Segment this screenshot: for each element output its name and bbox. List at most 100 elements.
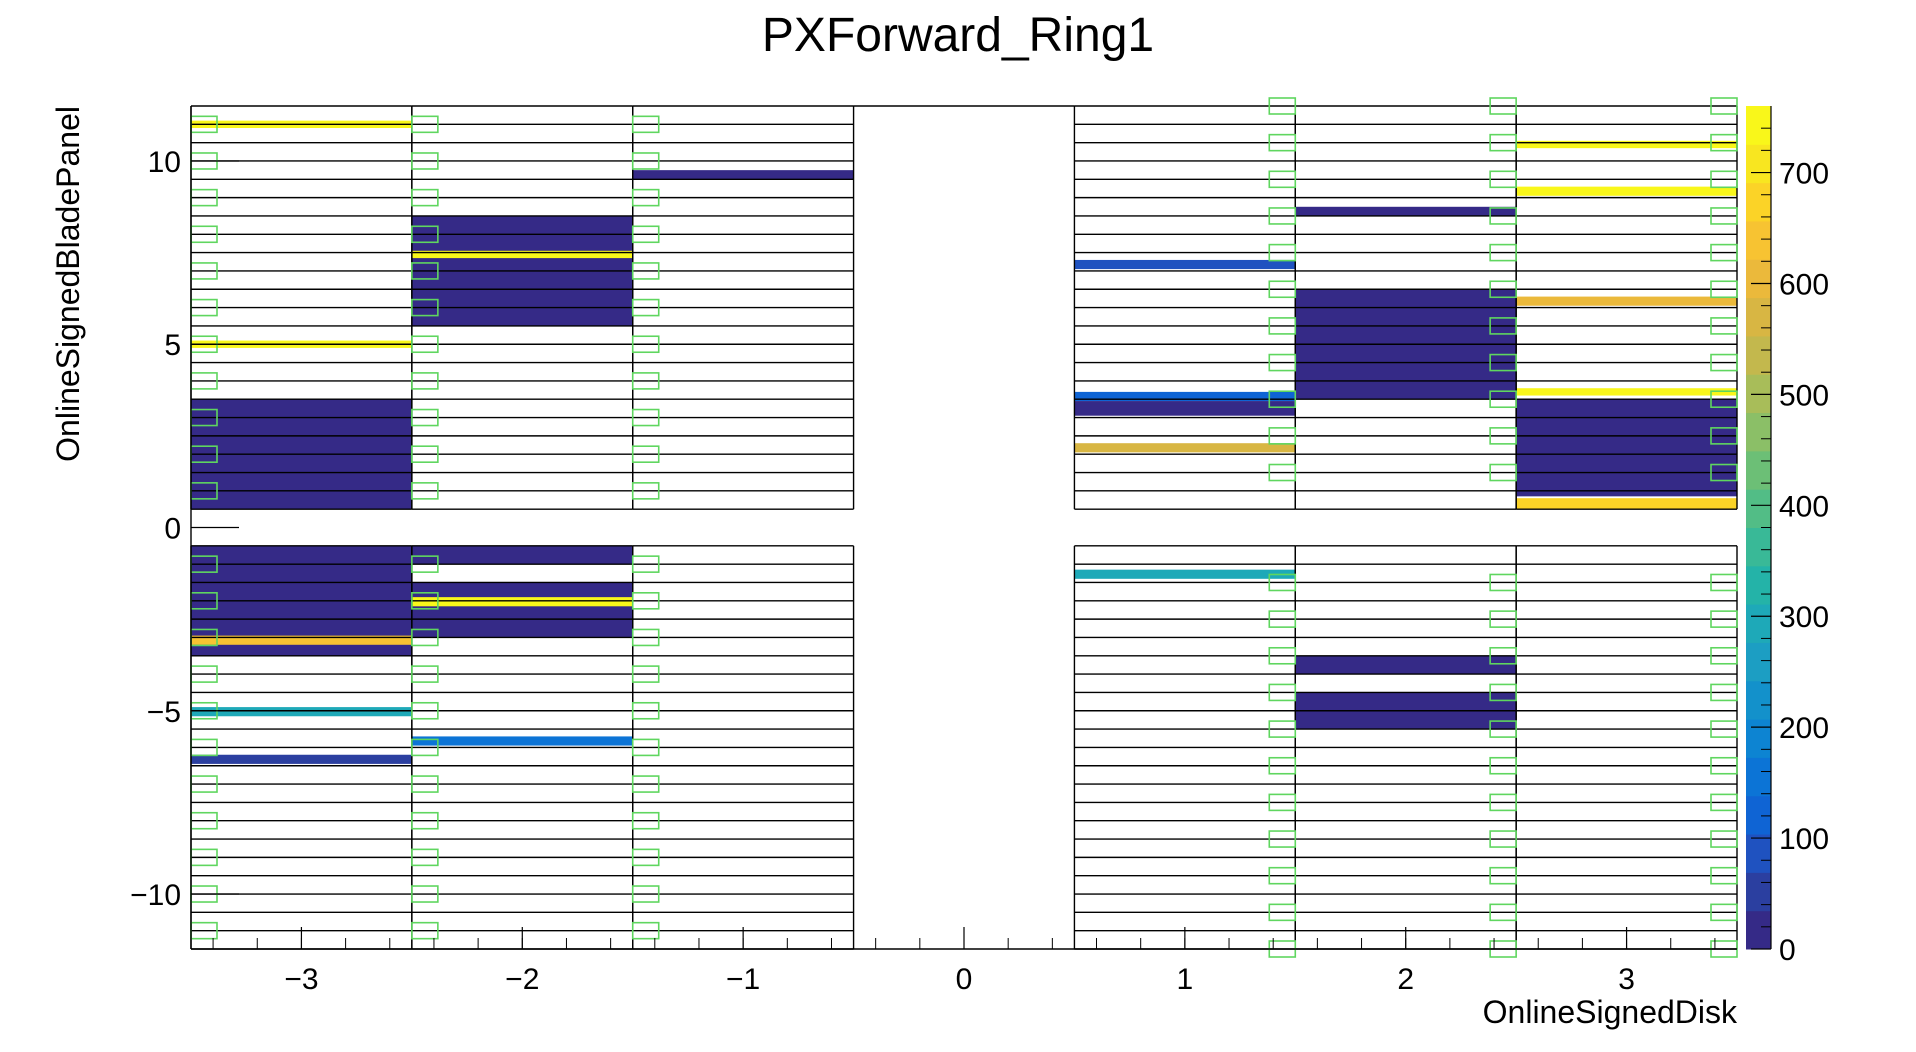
module-marker [631, 188, 660, 207]
heatmap-cell [1516, 140, 1737, 149]
module-marker [1710, 756, 1738, 775]
colorbar-segment [1746, 642, 1771, 682]
module-marker [631, 885, 660, 903]
module-marker [631, 152, 660, 170]
module-marker [1268, 756, 1297, 775]
colorbar-segment [1746, 297, 1771, 337]
module-marker [1489, 793, 1517, 812]
module-marker [1268, 793, 1297, 812]
module-marker [1489, 756, 1517, 775]
module-marker [1489, 207, 1517, 225]
module-marker [631, 665, 660, 683]
module-marker [411, 225, 439, 244]
module-marker [1489, 830, 1517, 848]
module-marker [1268, 646, 1297, 665]
module-marker [1710, 463, 1738, 482]
x-tick-label: 0 [956, 963, 973, 996]
module-marker [1710, 207, 1738, 225]
module-marker [1268, 463, 1297, 482]
colorbar-segment [1746, 872, 1771, 912]
module-marker [411, 775, 439, 793]
module-marker [1268, 243, 1297, 262]
module-marker [1268, 866, 1297, 885]
module-marker [631, 372, 660, 390]
colorbar-segment [1746, 106, 1771, 145]
module-marker [1268, 610, 1297, 628]
module-marker [631, 811, 660, 830]
heatmap-cell [1516, 399, 1737, 497]
heatmap-cell [1516, 388, 1737, 396]
module-marker [631, 445, 660, 463]
colorbar-segment [1746, 335, 1771, 375]
colorbar-segment [1746, 757, 1771, 797]
module-marker [411, 298, 439, 317]
module-marker [631, 701, 660, 720]
module-marker [411, 188, 439, 207]
colorbar-segment [1746, 450, 1771, 490]
module-marker [1268, 720, 1297, 738]
colorbar-tick-label: 700 [1779, 158, 1829, 191]
colorbar-segment [1746, 719, 1771, 758]
module-marker [1268, 830, 1297, 848]
module-marker [1710, 280, 1738, 299]
module-marker [1268, 170, 1297, 189]
module-marker [1268, 133, 1297, 152]
heatmap-cell [191, 707, 412, 717]
module-marker [1268, 573, 1297, 592]
module-marker [631, 921, 660, 940]
module-marker [1710, 317, 1738, 335]
module-marker [1489, 170, 1517, 189]
colorbar-segment [1746, 220, 1771, 260]
x-tick-label: −1 [726, 963, 760, 996]
panel-outlines [190, 105, 1738, 950]
colorbar-segment [1746, 834, 1771, 873]
module-marker [1710, 610, 1738, 628]
module-marker [411, 482, 439, 500]
module-marker [1268, 427, 1297, 445]
colorbar-tick-label: 600 [1779, 268, 1829, 301]
heatmap-cell [1074, 443, 1296, 453]
module-marker [1489, 390, 1517, 409]
colorbar-segment [1746, 489, 1771, 528]
module-marker [1268, 207, 1297, 225]
colorbar-segment [1746, 412, 1771, 452]
module-marker [411, 335, 439, 354]
module-marker [1268, 903, 1297, 922]
module-marker [631, 482, 660, 500]
module-marker [1489, 317, 1517, 335]
module-marker [411, 592, 439, 610]
module-marker [1489, 610, 1517, 628]
module-marker [411, 115, 439, 134]
colorbar-segment [1746, 527, 1771, 567]
module-marker [1489, 427, 1517, 445]
y-tick-label: 10 [148, 146, 181, 179]
module-marker [411, 408, 439, 427]
module-marker [411, 921, 439, 940]
module-marker [411, 445, 439, 463]
x-tick-label: 2 [1397, 963, 1414, 996]
module-marker [1268, 97, 1297, 115]
module-marker [411, 885, 439, 903]
cells-layer [191, 120, 1737, 764]
module-marker [1489, 353, 1517, 372]
module-marker [631, 225, 660, 244]
heatmap-cell [1074, 401, 1296, 416]
module-marker [631, 262, 660, 280]
module-marker [411, 848, 439, 867]
colorbar-tick-label: 100 [1779, 823, 1829, 856]
module-marker [1710, 646, 1738, 665]
colorbar-segment [1746, 259, 1771, 299]
module-marker [1489, 903, 1517, 922]
module-marker [1489, 646, 1517, 665]
colorbar-tick-label: 400 [1779, 490, 1829, 523]
heatmap-cell [191, 635, 412, 645]
module-marker [1710, 353, 1738, 372]
module-marker [411, 628, 439, 647]
module-marker [631, 628, 660, 647]
module-marker [1710, 97, 1738, 115]
colorbar-segment [1746, 795, 1771, 835]
module-marker [1710, 683, 1738, 702]
y-axis-label: OnlineSignedBladePanel [50, 106, 86, 462]
module-marker [1710, 830, 1738, 848]
